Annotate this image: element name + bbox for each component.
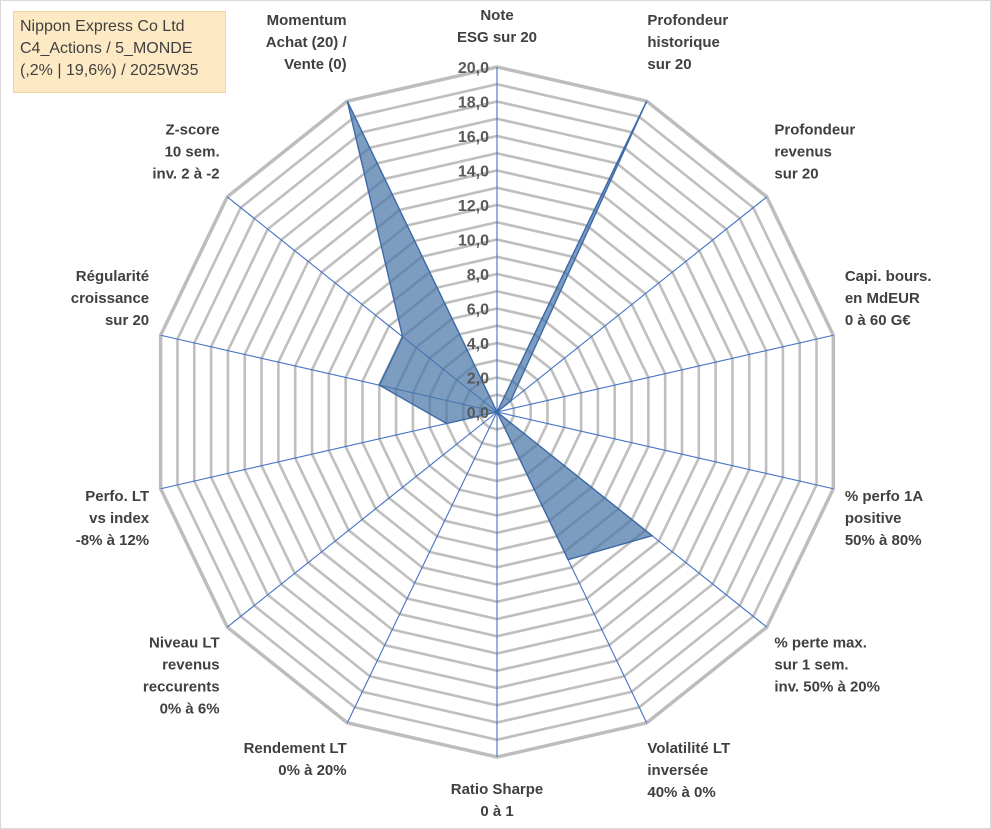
axis-label: Capi. bours. en MdEUR 0 à 60 G€ <box>845 268 932 329</box>
axis-label-line: revenus <box>774 143 832 160</box>
axis-label-line: Profondeur <box>647 12 728 29</box>
axis-spoke <box>226 411 498 628</box>
axis-label-line: Rendement LT <box>244 740 347 757</box>
axis-spoke <box>160 411 498 490</box>
axis-label-line: 0% à 6% <box>160 701 220 718</box>
axis-label-line: sur 1 sem. <box>774 657 848 674</box>
tick-label: 18,0 <box>458 95 489 112</box>
axis-label-line: Achat (20) / <box>266 34 348 51</box>
axis-label-line: ESG sur 20 <box>457 29 537 46</box>
axis-label-line: 50% à 80% <box>845 532 922 549</box>
axis-spoke <box>496 334 834 413</box>
axis-label-line: Capi. bours. <box>845 268 932 285</box>
axis-label: Volatilité LT inversée 40% à 0% <box>647 740 730 801</box>
title-line-category: C4_Actions / 5_MONDE <box>20 40 193 57</box>
tick-label: 4,0 <box>467 336 489 353</box>
axis-label-line: % perfo 1A <box>845 488 924 505</box>
axis-label-line: 40% à 0% <box>647 784 715 801</box>
axis-label-line: % perte max. <box>774 635 867 652</box>
tick-label: 10,0 <box>458 233 489 250</box>
axis-label: % perte max. sur 1 sem. inv. 50% à 20% <box>774 635 880 696</box>
axis-label-line: sur 20 <box>647 56 691 73</box>
axis-labels: Note ESG sur 20 Profondeur historique sur 20… <box>71 7 932 820</box>
axis-label-line: inversée <box>647 762 708 779</box>
axis-label-line: sur 20 <box>774 165 818 182</box>
axis-label-line: 0 à 60 G€ <box>845 312 912 329</box>
axis-label-line: 10 sem. <box>165 143 220 160</box>
tick-label: 2,0 <box>467 371 489 388</box>
axis-label-line: positive <box>845 510 902 527</box>
axis-label: Momentum Achat (20) / Vente (0) <box>266 12 348 73</box>
axis-label-line: revenus <box>162 657 220 674</box>
axis-label: Rendement LT 0% à 20% <box>244 740 347 779</box>
axis-label: Ratio Sharpe 0 à 1 <box>451 781 544 820</box>
tick-label: 12,0 <box>458 198 489 215</box>
axis-label-line: Perfo. LT <box>85 488 149 505</box>
axis-label-line: Note <box>480 7 513 24</box>
axis-label: Perfo. LT vs index -8% à 12% <box>76 488 150 549</box>
axis-label-line: Vente (0) <box>284 56 347 73</box>
tick-label: 6,0 <box>467 302 489 319</box>
axis-label: Niveau LT revenus reccurents 0% à 6% <box>143 635 220 718</box>
axis-label: Note ESG sur 20 <box>457 7 537 46</box>
axis-label: Z-score 10 sem. inv. 2 à -2 <box>152 121 219 182</box>
tick-labels: 0,0 2,0 4,0 6,0 8,0 10,0 12,0 14,0 16,0 18,0 20,0 <box>458 60 489 422</box>
series-layer <box>346 100 654 561</box>
axis-label-line: reccurents <box>143 679 220 696</box>
axis-label-line: inv. 2 à -2 <box>152 165 219 182</box>
axis-label-line: -8% à 12% <box>76 532 149 549</box>
title-line-company: Nippon Express Co Ltd <box>20 18 185 35</box>
title-line-period: (,2% | 19,6%) / 2025W35 <box>20 62 199 79</box>
axis-label-line: Régularité <box>76 268 149 285</box>
tick-label: 0,0 <box>467 405 489 422</box>
axis-label-line: Z-score <box>165 121 219 138</box>
tick-label: 8,0 <box>467 267 489 284</box>
axis-label-line: historique <box>647 34 720 51</box>
chart-title-box: Nippon Express Co Ltd C4_Actions / 5_MON… <box>13 11 226 93</box>
axis-label: Profondeur historique sur 20 <box>647 12 728 73</box>
axis-label-line: 0 à 1 <box>480 803 513 820</box>
axis-label-line: 0% à 20% <box>278 762 346 779</box>
axis-label-line: Ratio Sharpe <box>451 781 544 798</box>
axis-spoke <box>496 411 834 490</box>
axis-spoke <box>496 196 768 413</box>
axis-label-line: Niveau LT <box>149 635 220 652</box>
axis-label-line: Profondeur <box>774 121 855 138</box>
axis-label-line: inv. 50% à 20% <box>774 679 880 696</box>
axis-label-line: croissance <box>71 290 149 307</box>
axis-label: Profondeur revenus sur 20 <box>774 121 855 182</box>
axis-label-line: Momentum <box>267 12 347 29</box>
tick-label: 16,0 <box>458 129 489 146</box>
axis-label-line: sur 20 <box>105 312 149 329</box>
axis-label: % perfo 1A positive 50% à 80% <box>845 488 924 549</box>
axis-label-line: Volatilité LT <box>647 740 730 757</box>
axis-label-line: vs index <box>89 510 150 527</box>
axis-spoke <box>346 411 498 724</box>
axis-label: Régularité croissance sur 20 <box>71 268 149 329</box>
tick-label: 20,0 <box>458 60 489 77</box>
series-area <box>346 100 654 561</box>
axis-label-line: en MdEUR <box>845 290 920 307</box>
tick-label: 14,0 <box>458 164 489 181</box>
